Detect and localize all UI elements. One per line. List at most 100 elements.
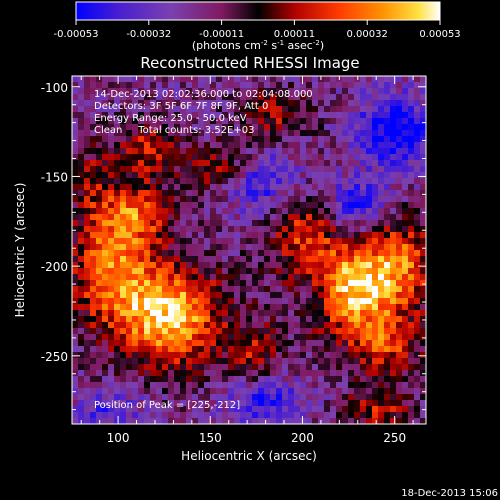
heatmap-cell [114, 214, 121, 221]
heatmap-cell [378, 136, 385, 143]
heatmap-cell [354, 316, 361, 323]
heatmap-cell [378, 226, 385, 233]
heatmap-cell [300, 214, 307, 221]
heatmap-cell [240, 286, 247, 293]
heatmap-cell [366, 280, 373, 287]
heatmap-cell [270, 376, 277, 383]
heatmap-cell [174, 358, 181, 365]
heatmap-cell [204, 256, 211, 263]
heatmap-cell [126, 166, 133, 173]
heatmap-cell [294, 118, 301, 125]
heatmap-cell [264, 124, 271, 131]
heatmap-cell [342, 400, 349, 407]
heatmap-cell [150, 340, 157, 347]
heatmap-cell [228, 328, 235, 335]
heatmap-cell [216, 184, 223, 191]
heatmap-cell [138, 382, 145, 389]
heatmap-cell [108, 166, 115, 173]
heatmap-cell [312, 268, 319, 275]
heatmap-cell [156, 124, 163, 131]
heatmap-cell [102, 340, 109, 347]
heatmap-cell [276, 310, 283, 317]
heatmap-cell [120, 400, 127, 407]
heatmap-cell [138, 316, 145, 323]
heatmap-cell [420, 268, 426, 275]
heatmap-cell [408, 286, 415, 293]
heatmap-cell [222, 82, 229, 89]
heatmap-cell [348, 382, 355, 389]
heatmap-cell [306, 172, 313, 179]
heatmap-cell [102, 208, 109, 215]
heatmap-cell [378, 292, 385, 299]
heatmap-cell [216, 274, 223, 281]
heatmap-cell [132, 244, 139, 251]
heatmap-cell [198, 238, 205, 245]
heatmap-cell [252, 250, 259, 257]
heatmap-cell [210, 418, 217, 424]
heatmap-cell [312, 412, 319, 419]
heatmap-cell [252, 184, 259, 191]
heatmap-cell [312, 106, 319, 113]
heatmap-cell [210, 256, 217, 263]
heatmap-cell [360, 376, 367, 383]
heatmap-cell [150, 124, 157, 131]
heatmap-cell [312, 370, 319, 377]
heatmap-cell [174, 100, 181, 107]
heatmap-cell [252, 244, 259, 251]
heatmap-cell [414, 148, 421, 155]
heatmap-cell [372, 370, 379, 377]
heatmap-cell [72, 130, 79, 137]
heatmap-cell [246, 142, 253, 149]
heatmap-cell [90, 412, 97, 419]
heatmap-cell [324, 160, 331, 167]
heatmap-cell [180, 166, 187, 173]
heatmap-cell [348, 172, 355, 179]
heatmap-cell [126, 322, 133, 329]
heatmap-cell [204, 298, 211, 305]
heatmap-cell [108, 394, 115, 401]
heatmap-cell [300, 388, 307, 395]
heatmap-cell [336, 280, 343, 287]
heatmap-cell [222, 370, 229, 377]
heatmap-cell [372, 304, 379, 311]
heatmap-cell [288, 136, 295, 143]
heatmap-cell [252, 256, 259, 263]
heatmap-cell [168, 418, 175, 424]
heatmap-cell [210, 406, 217, 413]
heatmap-cell [336, 370, 343, 377]
heatmap-cell [162, 310, 169, 317]
heatmap-cell [300, 184, 307, 191]
heatmap-cell [324, 346, 331, 353]
heatmap-cell [312, 154, 319, 161]
heatmap-cell [372, 286, 379, 293]
heatmap-cell [234, 154, 241, 161]
heatmap-cell [378, 118, 385, 125]
heatmap-cell [102, 100, 109, 107]
heatmap-cell [264, 160, 271, 167]
heatmap-cell [258, 262, 265, 269]
heatmap-cell [258, 76, 265, 83]
heatmap-cell [288, 94, 295, 101]
heatmap-cell [78, 316, 85, 323]
heatmap-cell [210, 376, 217, 383]
heatmap-cell [390, 364, 397, 371]
heatmap-cell [120, 208, 127, 215]
heatmap-cell [162, 250, 169, 257]
heatmap-cell [222, 364, 229, 371]
heatmap-cell [360, 124, 367, 131]
heatmap-cell [252, 322, 259, 329]
heatmap-cell [156, 280, 163, 287]
heatmap-cell [240, 388, 247, 395]
heatmap-cell [180, 262, 187, 269]
heatmap-cell [348, 280, 355, 287]
heatmap-cell [270, 382, 277, 389]
heatmap-cell [84, 250, 91, 257]
heatmap-cell [108, 268, 115, 275]
heatmap-cell [126, 160, 133, 167]
heatmap-cell [246, 382, 253, 389]
heatmap-cell [318, 268, 325, 275]
heatmap-cell [270, 154, 277, 161]
heatmap-cell [354, 124, 361, 131]
heatmap-cell [216, 364, 223, 371]
heatmap-cell [96, 142, 103, 149]
